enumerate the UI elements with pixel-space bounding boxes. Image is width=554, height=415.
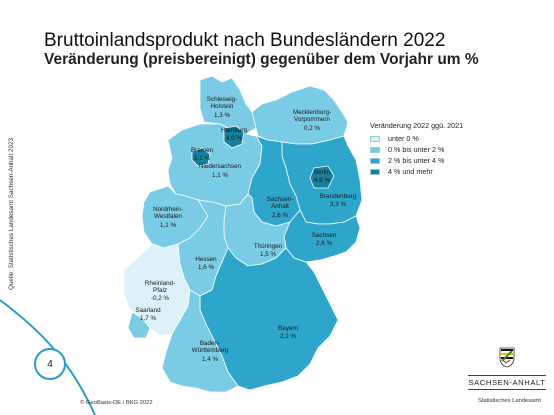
value-brandenburg: 3,3 % (330, 201, 347, 208)
sachsen-anhalt-logo: SACHSEN-ANHALT (466, 346, 548, 392)
value-sachsen-anhalt: 2,6 % (272, 212, 289, 219)
label-berlin: Berlin (314, 169, 331, 176)
state-berlin (309, 165, 335, 189)
value-rlp: -0,2 % (151, 295, 170, 302)
label-thueringen: Thüringen (254, 243, 283, 250)
label-bw-2: Württemberg (192, 347, 229, 354)
value-berlin: 4,9 % (314, 177, 331, 184)
value-bw: 1,4 % (202, 356, 219, 363)
logo-subtitle: Statistisches Landesamt (478, 398, 541, 404)
label-bayern: Bayern (278, 325, 298, 332)
page-subtitle: Veränderung (preisbereinigt) gegenüber d… (44, 51, 479, 68)
legend-label: 2 % bis unter 4 % (388, 156, 445, 165)
value-bayern: 2,1 % (280, 333, 297, 340)
value-thueringen: 1,5 % (260, 251, 277, 258)
label-nrw-1: Nordrhein- (153, 206, 183, 213)
legend-item: 0 % bis unter 2 % (370, 144, 463, 155)
label-niedersachsen: Niedersachsen (199, 163, 242, 170)
page-title: Bruttoinlandsprodukt nach Bundesländern … (44, 30, 446, 51)
legend-swatch (370, 146, 380, 153)
page-number-badge: 4 (34, 348, 66, 380)
value-schleswig-holstein: 1,3 % (214, 112, 231, 119)
label-sachsen: Sachsen (312, 232, 337, 239)
label-schleswig-holstein-2: Holstein (211, 103, 234, 110)
label-sachsen-anhalt-2: Anhalt (271, 203, 289, 210)
legend-title: Veränderung 2022 ggü. 2021 (370, 121, 464, 130)
copyright-note: © GeoBasis-DE / BKG 2022 (80, 400, 153, 406)
label-rlp-1: Rheinland- (145, 280, 175, 287)
label-mv-2: Vorpommern (294, 116, 331, 123)
legend-swatch (370, 135, 380, 142)
label-rlp-2: Pfalz (153, 287, 167, 294)
legend-swatch (370, 168, 380, 175)
legend-swatch (370, 157, 380, 164)
legend-label: 0 % bis unter 2 % (388, 145, 445, 154)
label-sachsen-anhalt-1: Sachsen- (267, 196, 294, 203)
state-saarland (127, 311, 151, 339)
label-schleswig-holstein-1: Schleswig- (207, 96, 237, 103)
logo-divider (468, 375, 546, 376)
label-bw-1: Baden- (200, 340, 220, 347)
label-hessen: Hessen (195, 256, 217, 263)
value-bremen: 5,1 % (194, 155, 211, 162)
value-niedersachsen: 1,1 % (212, 172, 229, 179)
state-bremen (191, 147, 211, 167)
legend-item: 4 % und mehr (370, 166, 463, 177)
label-nrw-2: Westfalen (154, 213, 182, 220)
value-mv: 0,2 % (304, 125, 321, 132)
value-hamburg: 4,0 % (226, 135, 243, 142)
page-number: 4 (47, 358, 53, 370)
value-sachsen: 2,6 % (316, 240, 333, 247)
label-bremen: Bremen (191, 147, 214, 154)
label-mv-1: Mecklenburg- (293, 109, 331, 116)
state-baden-wuerttemberg (161, 289, 239, 393)
legend-label: unter 0 % (388, 134, 419, 143)
value-nrw: 1,1 % (160, 222, 177, 229)
legend-item: 2 % bis unter 4 % (370, 155, 463, 166)
label-saarland: Saarland (135, 307, 161, 314)
map-legend: Veränderung 2022 ggü. 2021 unter 0 % 0 %… (370, 121, 463, 177)
label-hamburg: Hamburg (221, 127, 247, 134)
label-brandenburg: Brandenburg (320, 193, 357, 200)
state-hamburg (223, 125, 245, 149)
value-saarland: 1,7 % (140, 315, 157, 322)
logo-divider (468, 389, 546, 390)
legend-label: 4 % und mehr (388, 167, 433, 176)
logo-name: SACHSEN-ANHALT (468, 378, 546, 387)
coat-of-arms-icon (499, 347, 515, 368)
value-hessen: 1,6 % (198, 264, 215, 271)
legend-item: unter 0 % (370, 133, 463, 144)
